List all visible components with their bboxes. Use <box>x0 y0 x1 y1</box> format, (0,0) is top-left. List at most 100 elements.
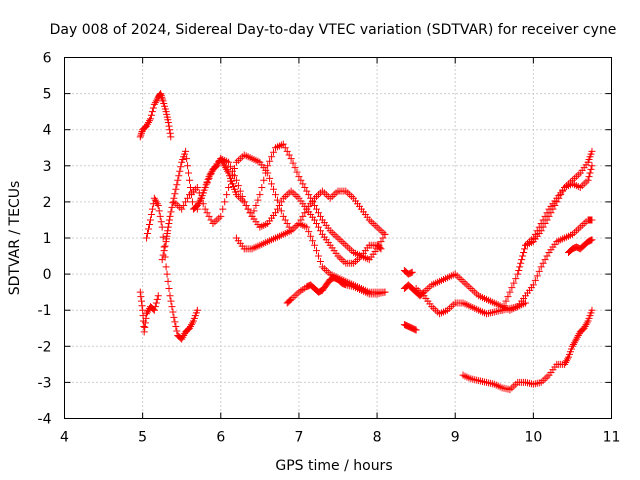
series-track-d <box>158 147 385 267</box>
data-point <box>197 194 205 202</box>
data-point <box>266 157 274 165</box>
data-point <box>203 209 211 217</box>
data-point <box>244 205 252 213</box>
data-point <box>174 176 182 184</box>
data-point <box>180 331 188 339</box>
data-point <box>151 303 159 311</box>
data-point <box>553 198 561 206</box>
data-point <box>250 207 258 215</box>
data-point <box>260 176 268 184</box>
data-point <box>205 174 213 182</box>
data-point <box>201 205 209 213</box>
data-point <box>520 248 528 256</box>
x-tick-label: 5 <box>138 430 147 446</box>
data-point <box>307 232 315 240</box>
data-point <box>137 293 145 301</box>
data-point <box>188 198 196 206</box>
data-point <box>518 256 526 264</box>
series-track-c <box>143 194 201 343</box>
data-point <box>150 306 158 314</box>
data-point <box>313 205 321 213</box>
data-point <box>529 281 537 289</box>
data-point <box>164 277 172 285</box>
data-point <box>533 272 541 280</box>
data-point <box>381 230 389 238</box>
plot-frame <box>64 57 612 419</box>
data-point <box>256 191 264 199</box>
data-point <box>264 162 272 170</box>
data-point <box>412 326 420 334</box>
data-point <box>537 263 545 271</box>
data-point <box>238 192 246 200</box>
data-point <box>586 169 594 177</box>
data-point <box>207 170 215 178</box>
data-point <box>155 207 163 215</box>
data-point <box>143 234 151 242</box>
data-point <box>159 251 167 259</box>
data-point <box>172 322 180 330</box>
data-point <box>563 357 571 365</box>
data-point <box>167 297 175 305</box>
data-point <box>147 211 155 219</box>
data-point <box>148 108 156 116</box>
data-point <box>287 155 295 163</box>
data-point <box>572 335 580 343</box>
data-point <box>221 198 229 206</box>
data-point <box>152 97 160 105</box>
data-point <box>170 313 178 321</box>
data-point <box>588 162 596 170</box>
x-tick-label: 9 <box>451 430 460 446</box>
series-track-f <box>170 151 389 238</box>
data-point <box>145 220 153 228</box>
data-point <box>164 227 172 235</box>
data-point <box>522 299 530 307</box>
data-point <box>514 270 522 278</box>
y-axis-label: SDTVAR / TECUs <box>7 181 23 296</box>
data-point <box>584 176 592 184</box>
data-point <box>498 306 506 314</box>
series-track-n <box>522 147 596 249</box>
x-tick-labels: 4 5 6 7 8 9 10 11 <box>60 430 620 446</box>
data-point <box>291 164 299 172</box>
y-tick-label: -4 <box>38 412 52 428</box>
chart-title: Day 008 of 2024, Sidereal Day-to-day VTE… <box>50 22 617 38</box>
data-point <box>171 190 179 198</box>
data-point <box>303 223 311 231</box>
data-point <box>316 212 324 220</box>
data-point <box>166 212 174 220</box>
data-point <box>549 205 557 213</box>
data-point <box>149 104 157 112</box>
series-track-a <box>136 90 175 141</box>
data-point <box>177 163 185 171</box>
data-point <box>258 183 266 191</box>
data-point <box>273 196 281 204</box>
data-point <box>145 117 153 125</box>
data-point <box>242 202 250 210</box>
data-point <box>541 220 549 228</box>
data-point <box>543 252 551 260</box>
data-point <box>168 303 176 311</box>
data-point <box>539 223 547 231</box>
data-point <box>158 95 166 103</box>
data-point <box>173 327 181 335</box>
series-track-o <box>565 236 596 256</box>
data-point <box>303 187 311 195</box>
data-point <box>512 275 520 283</box>
data-point <box>277 198 285 206</box>
x-axis-label: GPS time / hours <box>275 458 392 474</box>
data-point <box>555 194 563 202</box>
data-point <box>172 185 180 193</box>
data-point <box>143 310 151 318</box>
data-point <box>157 90 165 98</box>
data-point <box>150 100 158 108</box>
data-point <box>539 259 547 267</box>
data-point <box>301 209 309 217</box>
x-tick-label: 7 <box>294 430 303 446</box>
data-point <box>270 148 278 156</box>
data-point <box>137 131 145 139</box>
data-point <box>279 212 287 220</box>
y-tick-label: 4 <box>43 123 52 139</box>
y-tick-label: -2 <box>38 339 52 355</box>
data-point <box>187 321 195 329</box>
